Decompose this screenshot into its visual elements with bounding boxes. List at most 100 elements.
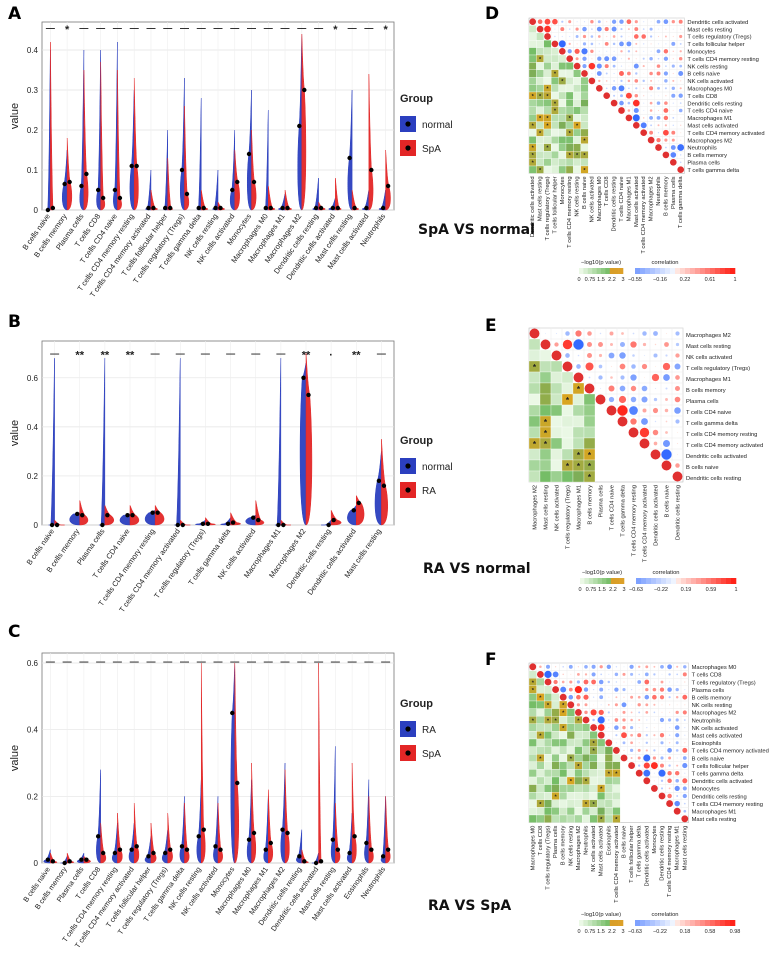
y-axis-label: value [9, 103, 21, 129]
median-point-a-mast-cells-resting [330, 837, 336, 842]
pvalue-cell [559, 792, 568, 800]
col-label-mast-cells-resting: Mast cells resting [544, 485, 550, 530]
pvalue-cell [565, 69, 574, 78]
corr-circle [593, 704, 595, 706]
corr-circle [552, 18, 558, 25]
corr-circle [582, 56, 587, 61]
violin-b-macrophages-m2 [301, 33, 307, 211]
corr-circle [679, 50, 682, 53]
panel-letter-e: E [485, 316, 497, 336]
corr-circle [669, 711, 671, 713]
diagonal-circle [643, 777, 651, 785]
corr-circle [611, 19, 617, 24]
corr-circle [638, 718, 641, 722]
pvalue-cell [559, 716, 568, 724]
median-point-a-plasma-cells [100, 522, 105, 528]
pvalue-cell [528, 382, 541, 395]
row-label-t-cells-cd4-memory-resting: T cells CD4 memory resting [686, 432, 757, 438]
corr-circle [675, 331, 680, 336]
corr-circle [653, 673, 656, 676]
corr-circle [675, 779, 679, 783]
corr-circle [646, 726, 648, 729]
pvalue-cell [566, 746, 575, 755]
corr-circle [604, 42, 609, 46]
pvalue-cell [544, 731, 552, 740]
corr-circle [645, 687, 649, 692]
legend-corr-tick: −0.22 [654, 587, 668, 593]
pvalue-cell [558, 136, 567, 144]
legend-corr-title: correlation [651, 260, 678, 266]
pvalue-cell [539, 393, 552, 406]
corr-circle [631, 704, 633, 706]
pvalue-cell [612, 814, 621, 823]
diagonal-circle [529, 663, 537, 671]
pvalue-cell [565, 106, 574, 115]
corr-circle [597, 724, 605, 732]
legend-corr-swatch [680, 920, 686, 926]
row-label-nk-cells-resting: NK cells resting [687, 64, 727, 70]
pvalue-cell [539, 371, 552, 384]
corr-circle [617, 405, 628, 416]
pvalue-cell [559, 761, 568, 770]
col-label-t-cells-cd8: T cells CD8 [604, 176, 610, 206]
corr-circle [660, 779, 664, 782]
corr-circle [665, 43, 667, 45]
corr-circle [630, 718, 633, 722]
col-label-t-cells-regulatory-tregs: T cells regulatory (Tregs) [545, 176, 551, 240]
corr-circle [618, 85, 625, 92]
pvalue-cell [528, 338, 541, 351]
corr-circle [680, 139, 682, 141]
legend-corr-tick: 0.58 [705, 929, 716, 935]
corr-circle [674, 363, 681, 370]
corr-circle [643, 109, 645, 112]
corr-circle [623, 696, 625, 698]
corr-circle [619, 41, 624, 47]
corr-circle [614, 703, 618, 707]
diagonal-circle [588, 77, 596, 85]
pvalue-cell [582, 746, 590, 755]
diagonal-circle [536, 670, 544, 678]
median-point-a-mast-cells-activated [364, 205, 369, 211]
median-point-a-macrophages-m2 [297, 123, 302, 129]
pvalue-cell [559, 738, 568, 747]
legend-pvalue-swatch [596, 268, 602, 274]
diagonal-circle [618, 107, 625, 114]
legend-dot-spa [405, 750, 411, 756]
corr-circle [599, 695, 604, 700]
corr-circle [640, 122, 647, 129]
legend-corr-swatch [646, 578, 652, 584]
pvalue-cell [559, 784, 568, 793]
pvalue-cell [558, 151, 567, 159]
corr-circle [657, 80, 660, 82]
median-point-b-macrophages-m2 [306, 392, 311, 398]
diagonal-circle [584, 383, 595, 394]
corr-circle [581, 48, 588, 55]
corr-circle [665, 387, 668, 390]
corr-circle [664, 101, 668, 105]
pvalue-cell [604, 807, 613, 816]
corr-circle [619, 341, 626, 348]
median-point-b-dendritic-cells-activated [356, 500, 361, 506]
corr-circle [657, 109, 660, 112]
corr-circle [622, 672, 626, 676]
corr-circle [628, 65, 630, 67]
significance-star: * [532, 161, 535, 167]
significance-star: * [583, 153, 586, 159]
significance-mark-mast-cells-activated: — [348, 656, 357, 666]
significance-star: * [588, 462, 592, 471]
diagonal-circle [666, 800, 674, 808]
significance-star: * [585, 779, 588, 785]
corr-circle [643, 354, 646, 357]
median-point-b-b-cells-memory [67, 859, 72, 864]
corr-circle [674, 396, 681, 403]
corr-circle [597, 20, 601, 24]
legend-dot-spa [405, 145, 411, 151]
pvalue-cell [566, 761, 575, 770]
median-point-a-t-cells-cd4-memory-activated [175, 522, 180, 528]
col-label-t-cells-regulatory-tregs: T cells regulatory (Tregs) [566, 485, 572, 549]
pvalue-cell [528, 792, 537, 800]
corr-circle [659, 733, 665, 738]
legend-pvalue-swatch [579, 920, 584, 926]
corr-circle [660, 756, 664, 760]
